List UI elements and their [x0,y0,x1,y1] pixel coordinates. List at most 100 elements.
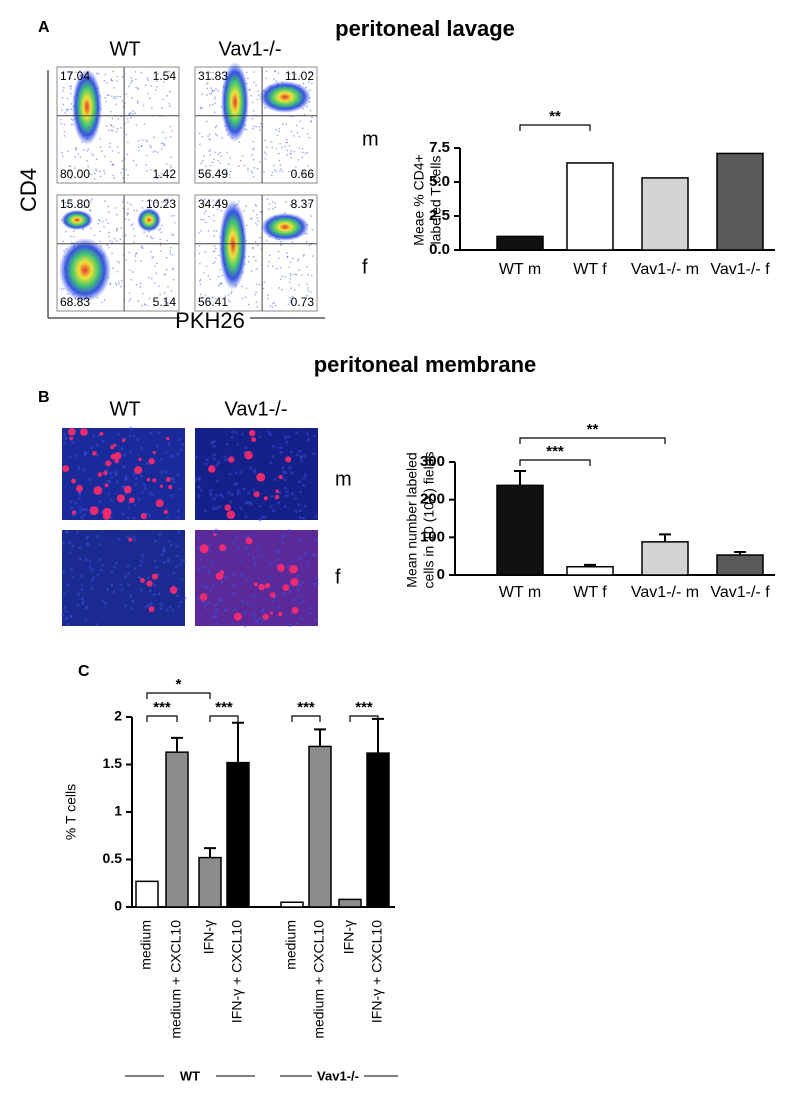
labeled-cell [244,450,253,460]
nucleus [123,465,127,469]
event-dot [292,77,294,80]
nucleus [288,466,292,470]
event-dot [115,284,118,286]
event-dot [119,95,122,98]
nucleus [110,475,114,479]
x-tick-label: medium + CXCL10 [311,920,327,1039]
event-dot [202,202,205,205]
nucleus [63,606,67,610]
event-dot [116,75,119,78]
nucleus [179,448,183,452]
event-dot [199,262,201,265]
event-dot [126,117,129,120]
event-dot [111,241,114,243]
nucleus [308,611,312,615]
y-tick-label: 100 [420,528,445,545]
event-dot [275,148,278,150]
event-dot [218,198,221,201]
nucleus [78,497,82,501]
nucleus [282,592,286,596]
event-dot [145,164,147,166]
nucleus [251,555,255,559]
event-dot [218,284,220,287]
event-dot [141,292,144,295]
event-dot [310,215,312,217]
event-dot [165,205,168,207]
nucleus [95,622,99,626]
nucleus [208,489,212,493]
nucleus [127,572,131,576]
event-dot [146,140,149,143]
event-dot [247,169,249,172]
nucleus [286,564,290,568]
nucleus [164,450,168,454]
labeled-cell [148,606,155,613]
nucleus [110,570,114,574]
event-dot [269,305,272,307]
labeled-cell [159,484,163,488]
event-dot [306,133,309,135]
event-dot [70,123,73,126]
event-dot [69,170,71,172]
event-dot [116,227,119,229]
labeled-cell [258,583,265,591]
nucleus [246,501,250,505]
nucleus [171,608,175,612]
event-dot [309,109,312,112]
event-dot [117,95,119,98]
event-dot [99,146,102,148]
nucleus [214,603,218,607]
column-label: WT [109,398,140,420]
bar [716,554,764,576]
event-dot [219,162,222,165]
event-dot [279,278,282,281]
event-dot [293,206,296,209]
event-dot [220,282,222,285]
nucleus [61,541,65,545]
labeled-cell [105,460,112,467]
nucleus [207,601,211,605]
event-dot [295,166,297,168]
event-dot [133,241,135,243]
event-dot [159,244,162,246]
bar [566,565,614,576]
event-dot [214,126,217,129]
x-tick-label: IFN-γ [201,920,217,954]
event-dot [257,94,260,96]
nucleus [281,541,285,545]
labeled-cell [276,563,285,572]
event-dot [134,255,137,257]
nucleus [224,458,228,462]
event-dot [209,169,212,172]
quadrant-value: 80.00 [60,167,90,181]
nucleus [137,497,141,501]
x-tick-label: Vav1-/- f [710,584,770,601]
event-dot [198,132,201,135]
event-dot [281,288,284,291]
nucleus [276,605,280,609]
event-dot [120,127,122,129]
nucleus [306,432,310,436]
labeled-cell [114,458,119,464]
event-dot [199,280,201,282]
nucleus [132,535,136,539]
bar [641,541,689,576]
nucleus [244,578,248,582]
labeled-cell [123,485,132,494]
event-dot [277,72,280,75]
event-dot [297,258,300,261]
event-dot [85,205,88,208]
event-dot [135,86,137,89]
nucleus [115,480,119,484]
event-dot [214,96,217,99]
nucleus [215,463,219,467]
event-dot [274,304,277,307]
event-dot [217,201,220,204]
density [219,200,247,290]
event-dot [254,293,256,296]
y-tick-label: 300 [420,453,445,470]
event-dot [127,174,129,176]
labeled-cell [71,510,76,515]
event-dot [131,79,133,82]
nucleus [130,607,134,611]
